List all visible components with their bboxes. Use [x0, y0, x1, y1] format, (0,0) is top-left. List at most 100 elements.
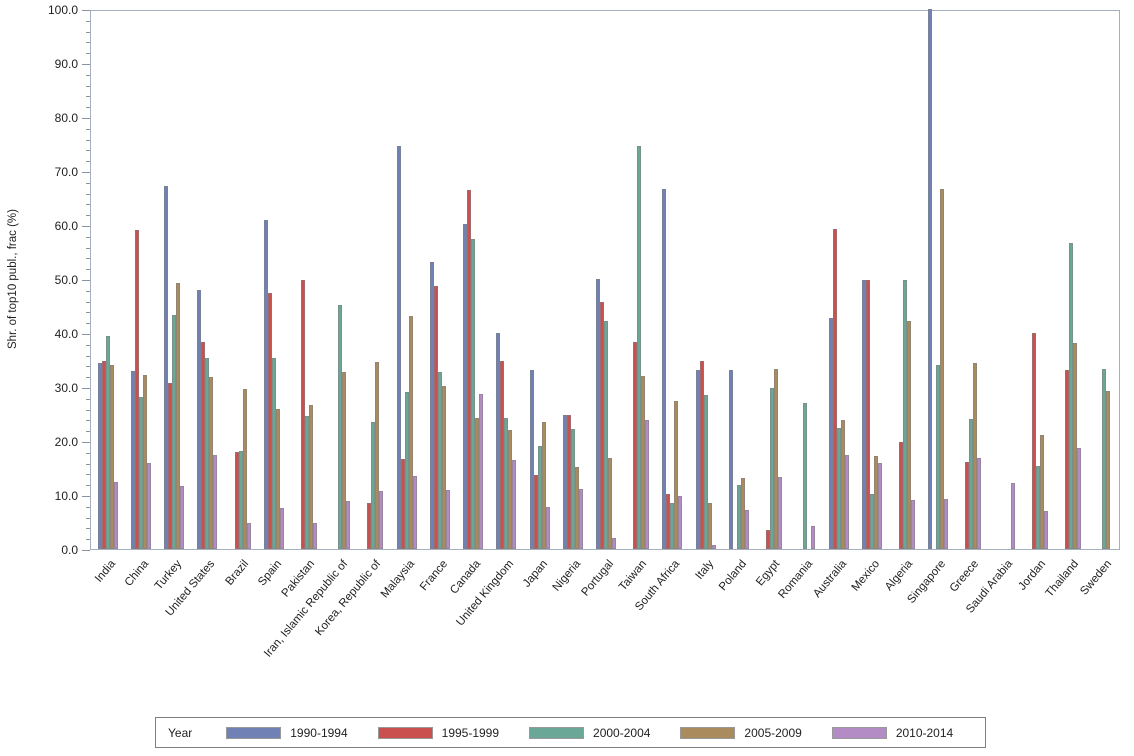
- bar-jordan-1995-1999: [1031, 333, 1036, 549]
- bar-turkey-2000-2004: [172, 315, 177, 549]
- y-minor-tick: [86, 85, 90, 87]
- y-minor-tick: [86, 215, 90, 217]
- bar-malaysia-2005-2009: [408, 315, 413, 549]
- plot-area: [90, 9, 1120, 550]
- bar-china-2010-2014: [146, 462, 151, 549]
- y-minor-tick: [86, 258, 90, 260]
- bar-brazil-2005-2009: [242, 388, 247, 549]
- bar-taiwan-2005-2009: [641, 376, 646, 549]
- bar-jordan-2005-2009: [1039, 434, 1044, 549]
- bar-greece-1995-1999: [965, 461, 970, 549]
- bar-nigeria-2010-2014: [578, 488, 583, 549]
- bar-united-states-2005-2009: [209, 376, 214, 549]
- bar-india-1995-1999: [101, 361, 106, 549]
- bar-nigeria-1995-1999: [566, 414, 571, 549]
- y-minor-tick: [86, 161, 90, 163]
- bar-mexico-2010-2014: [877, 462, 882, 549]
- bar-turkey-1995-1999: [168, 383, 173, 549]
- bar-poland-2000-2004: [736, 484, 741, 549]
- legend-label-2005-2009: 2005-2009: [744, 725, 802, 740]
- bar-united-kingdom-2005-2009: [508, 430, 513, 549]
- y-tick-label: 30.0: [54, 381, 78, 395]
- bar-taiwan-2000-2004: [637, 145, 642, 549]
- legend-label-1995-1999: 1995-1999: [441, 725, 500, 740]
- bar-china-2000-2004: [138, 397, 143, 549]
- y-minor-tick: [86, 269, 90, 271]
- y-minor-tick: [86, 247, 90, 249]
- bar-australia-2005-2009: [840, 419, 845, 549]
- y-major-tick: [82, 280, 90, 281]
- y-minor-tick: [86, 420, 90, 422]
- bar-china-1995-1999: [134, 230, 139, 549]
- bar-united-states-2000-2004: [205, 358, 210, 549]
- bar-india-1990-1994: [97, 363, 102, 549]
- bar-algeria-2005-2009: [907, 321, 912, 549]
- bar-singapore-2005-2009: [940, 188, 945, 549]
- y-minor-tick: [86, 193, 90, 195]
- bar-portugal-2010-2014: [612, 537, 616, 549]
- bar-canada-2010-2014: [479, 394, 484, 549]
- bar-thailand-2010-2014: [1077, 448, 1082, 549]
- y-tick-label: 20.0: [54, 435, 78, 449]
- y-minor-tick: [86, 474, 90, 476]
- bar-pakistan-2005-2009: [308, 404, 313, 549]
- bar-mexico-2000-2004: [869, 494, 874, 549]
- y-major-tick: [82, 496, 90, 497]
- bar-united-states-1995-1999: [201, 341, 206, 549]
- y-minor-tick: [86, 517, 90, 519]
- legend-swatch-2005-2009: [680, 726, 736, 739]
- bar-greece-2010-2014: [977, 458, 982, 549]
- bar-united-kingdom-1995-1999: [500, 360, 505, 549]
- legend-swatch-2010-2014: [831, 726, 887, 739]
- y-major-tick: [82, 226, 90, 227]
- legend-label-2000-2004: 2000-2004: [593, 725, 651, 740]
- y-minor-tick: [86, 528, 90, 530]
- legend-swatch-1995-1999: [377, 726, 433, 739]
- y-major-tick: [82, 334, 90, 335]
- bar-united-states-2010-2014: [213, 454, 218, 549]
- bar-france-1990-1994: [429, 261, 434, 549]
- bar-australia-2010-2014: [844, 454, 849, 549]
- y-minor-tick: [86, 355, 90, 357]
- y-minor-tick: [86, 377, 90, 379]
- bar-united-states-1990-1994: [197, 290, 202, 549]
- bar-egypt-2005-2009: [774, 368, 779, 549]
- y-tick-label: 0.0: [61, 543, 78, 557]
- bar-algeria-2000-2004: [903, 279, 908, 549]
- bar-egypt-2000-2004: [770, 388, 775, 549]
- y-minor-tick: [86, 506, 90, 508]
- y-minor-tick: [86, 431, 90, 433]
- bar-portugal-2000-2004: [604, 320, 608, 549]
- y-tick-label: 50.0: [54, 273, 78, 287]
- bar-korea-republic-of-2000-2004: [371, 421, 376, 549]
- bar-canada-1995-1999: [467, 190, 472, 549]
- legend-item-2010-2014: 2010-2014: [831, 726, 953, 740]
- y-minor-tick: [86, 107, 90, 109]
- y-minor-tick: [86, 53, 90, 55]
- bar-sweden-2000-2004: [1102, 369, 1107, 549]
- bar-egypt-1995-1999: [766, 530, 771, 549]
- y-major-tick: [82, 172, 90, 173]
- bar-thailand-1995-1999: [1065, 369, 1070, 549]
- bar-japan-2005-2009: [541, 422, 546, 549]
- y-tick-label: 100.0: [47, 3, 78, 17]
- bar-mexico-1995-1999: [865, 280, 870, 549]
- y-minor-tick: [86, 301, 90, 303]
- bar-greece-2000-2004: [969, 418, 974, 549]
- bar-brazil-2010-2014: [246, 522, 251, 549]
- bar-spain-2005-2009: [275, 409, 280, 549]
- y-major-tick: [82, 10, 90, 11]
- bar-sweden-2005-2009: [1106, 391, 1111, 549]
- y-minor-tick: [86, 452, 90, 454]
- bar-malaysia-2010-2014: [412, 475, 417, 549]
- y-tick-label: 70.0: [54, 165, 78, 179]
- bar-jordan-2010-2014: [1043, 510, 1048, 549]
- y-tick-label: 60.0: [54, 219, 78, 233]
- bar-india-2000-2004: [105, 336, 110, 549]
- y-minor-tick: [86, 182, 90, 184]
- bar-thailand-2000-2004: [1069, 242, 1074, 549]
- bar-romania-2000-2004: [803, 402, 808, 549]
- bar-france-2000-2004: [437, 372, 442, 549]
- bar-iran-islamic-republic-of-2005-2009: [342, 372, 347, 549]
- bar-taiwan-1995-1999: [633, 341, 638, 549]
